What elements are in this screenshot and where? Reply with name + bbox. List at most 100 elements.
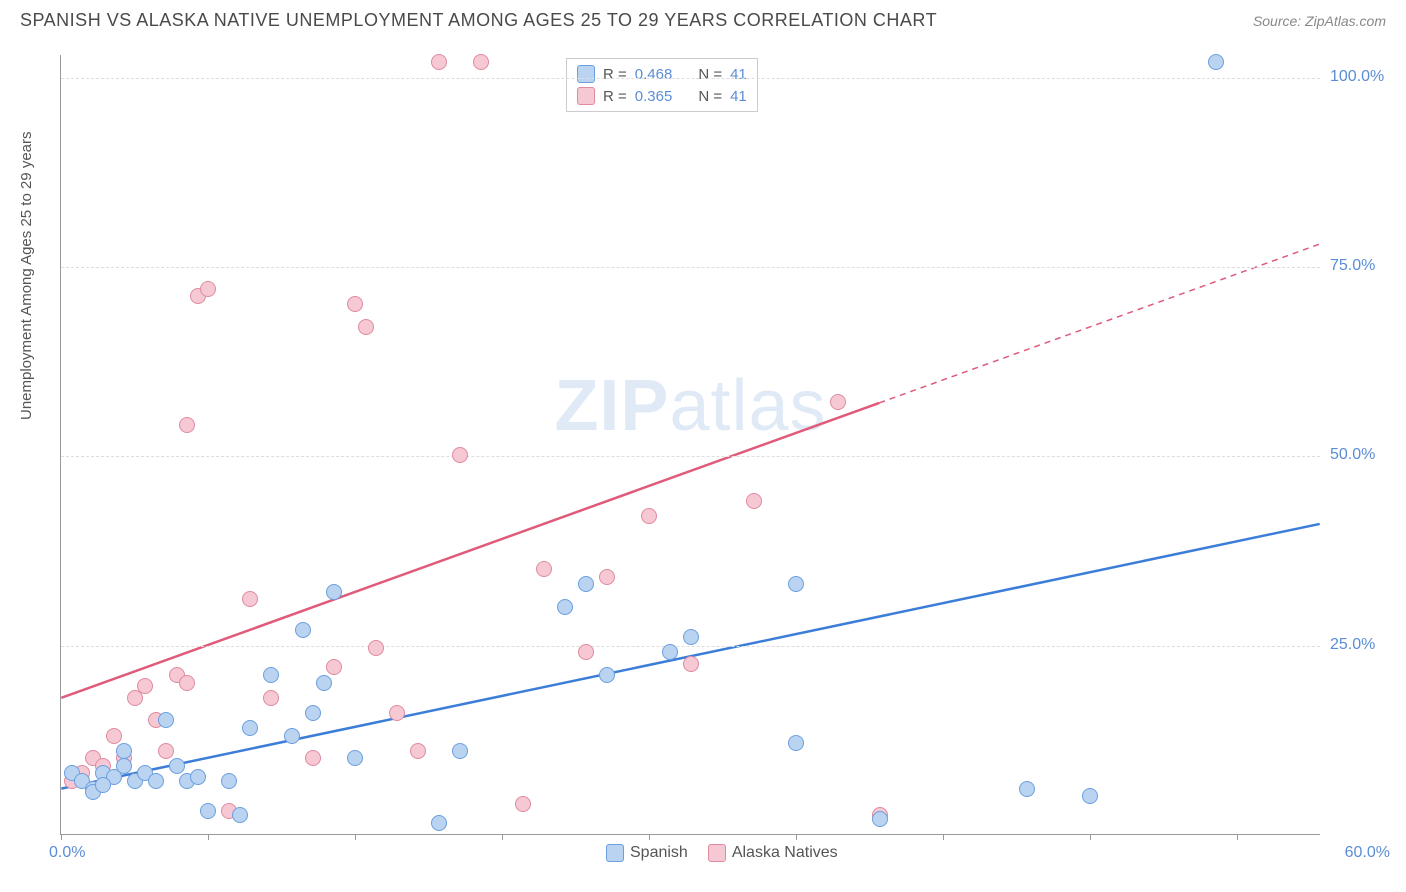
data-point-alaska (347, 296, 363, 312)
source-attribution: Source: ZipAtlas.com (1253, 13, 1386, 29)
gridline (61, 456, 1320, 457)
y-axis-label: Unemployment Among Ages 25 to 29 years (18, 131, 35, 420)
data-point-spanish (1019, 781, 1035, 797)
data-point-alaska (746, 493, 762, 509)
x-tick (61, 834, 62, 840)
data-point-alaska (389, 705, 405, 721)
data-point-alaska (830, 394, 846, 410)
data-point-spanish (158, 712, 174, 728)
data-point-spanish (263, 667, 279, 683)
watermark: ZIPatlas (554, 365, 826, 447)
data-point-spanish (148, 773, 164, 789)
x-tick (1090, 834, 1091, 840)
legend-label-spanish: Spanish (630, 844, 688, 861)
chart-title: SPANISH VS ALASKA NATIVE UNEMPLOYMENT AM… (20, 10, 937, 31)
data-point-alaska (683, 656, 699, 672)
data-point-spanish (190, 769, 206, 785)
y-tick-label: 50.0% (1330, 446, 1390, 464)
data-point-alaska (599, 569, 615, 585)
y-tick-label: 25.0% (1330, 636, 1390, 654)
data-point-alaska (200, 281, 216, 297)
data-point-spanish (326, 584, 342, 600)
x-axis-max-label: 60.0% (1345, 844, 1390, 862)
legend-swatch-alaska (708, 844, 726, 862)
r-value-alaska: 0.365 (635, 88, 673, 105)
data-point-spanish (200, 803, 216, 819)
x-tick (943, 834, 944, 840)
r-label: R = (603, 88, 627, 105)
data-point-alaska (242, 591, 258, 607)
y-tick-label: 100.0% (1330, 68, 1390, 86)
x-tick (796, 834, 797, 840)
data-point-alaska (179, 675, 195, 691)
n-label: N = (698, 66, 722, 83)
trend-lines-svg (61, 55, 1320, 834)
data-point-alaska (137, 678, 153, 694)
x-tick (355, 834, 356, 840)
data-point-alaska (326, 659, 342, 675)
data-point-spanish (788, 576, 804, 592)
data-point-alaska (641, 508, 657, 524)
data-point-spanish (578, 576, 594, 592)
r-label: R = (603, 66, 627, 83)
data-point-spanish (221, 773, 237, 789)
data-point-spanish (1082, 788, 1098, 804)
data-point-spanish (316, 675, 332, 691)
data-point-alaska (179, 417, 195, 433)
x-tick (208, 834, 209, 840)
data-point-spanish (284, 728, 300, 744)
legend-row-spanish: R = 0.468 N = 41 (577, 63, 747, 85)
data-point-spanish (295, 622, 311, 638)
data-point-spanish (788, 735, 804, 751)
data-point-spanish (599, 667, 615, 683)
data-point-alaska (410, 743, 426, 759)
data-point-alaska (431, 54, 447, 70)
data-point-spanish (662, 644, 678, 660)
n-value-alaska: 41 (730, 88, 747, 105)
data-point-spanish (116, 743, 132, 759)
correlation-legend: R = 0.468 N = 41 R = 0.365 N = 41 (566, 58, 758, 112)
legend-swatch-alaska (577, 87, 595, 105)
legend-swatch-spanish (577, 65, 595, 83)
data-point-spanish (683, 629, 699, 645)
series-legend: Spanish Alaska Natives (606, 844, 838, 862)
data-point-spanish (1208, 54, 1224, 70)
data-point-alaska (263, 690, 279, 706)
data-point-alaska (536, 561, 552, 577)
data-point-alaska (578, 644, 594, 660)
x-tick (1237, 834, 1238, 840)
y-tick-label: 75.0% (1330, 257, 1390, 275)
legend-item-spanish: Spanish (606, 844, 688, 862)
gridline (61, 267, 1320, 268)
data-point-alaska (106, 728, 122, 744)
data-point-spanish (116, 758, 132, 774)
legend-row-alaska: R = 0.365 N = 41 (577, 85, 747, 107)
data-point-alaska (368, 640, 384, 656)
legend-item-alaska: Alaska Natives (708, 844, 838, 862)
legend-swatch-spanish (606, 844, 624, 862)
data-point-spanish (347, 750, 363, 766)
data-point-alaska (305, 750, 321, 766)
data-point-spanish (305, 705, 321, 721)
x-tick (649, 834, 650, 840)
data-point-spanish (242, 720, 258, 736)
data-point-spanish (452, 743, 468, 759)
data-point-alaska (473, 54, 489, 70)
n-label: N = (698, 88, 722, 105)
x-axis-min-label: 0.0% (49, 844, 85, 862)
chart-plot-area: ZIPatlas R = 0.468 N = 41 R = 0.365 N = … (60, 55, 1320, 835)
n-value-spanish: 41 (730, 66, 747, 83)
data-point-spanish (232, 807, 248, 823)
data-point-spanish (169, 758, 185, 774)
data-point-alaska (452, 447, 468, 463)
data-point-alaska (358, 319, 374, 335)
data-point-spanish (95, 777, 111, 793)
gridline (61, 78, 1320, 79)
data-point-spanish (557, 599, 573, 615)
gridline (61, 646, 1320, 647)
data-point-spanish (872, 811, 888, 827)
data-point-alaska (515, 796, 531, 812)
data-point-alaska (158, 743, 174, 759)
r-value-spanish: 0.468 (635, 66, 673, 83)
data-point-spanish (431, 815, 447, 831)
